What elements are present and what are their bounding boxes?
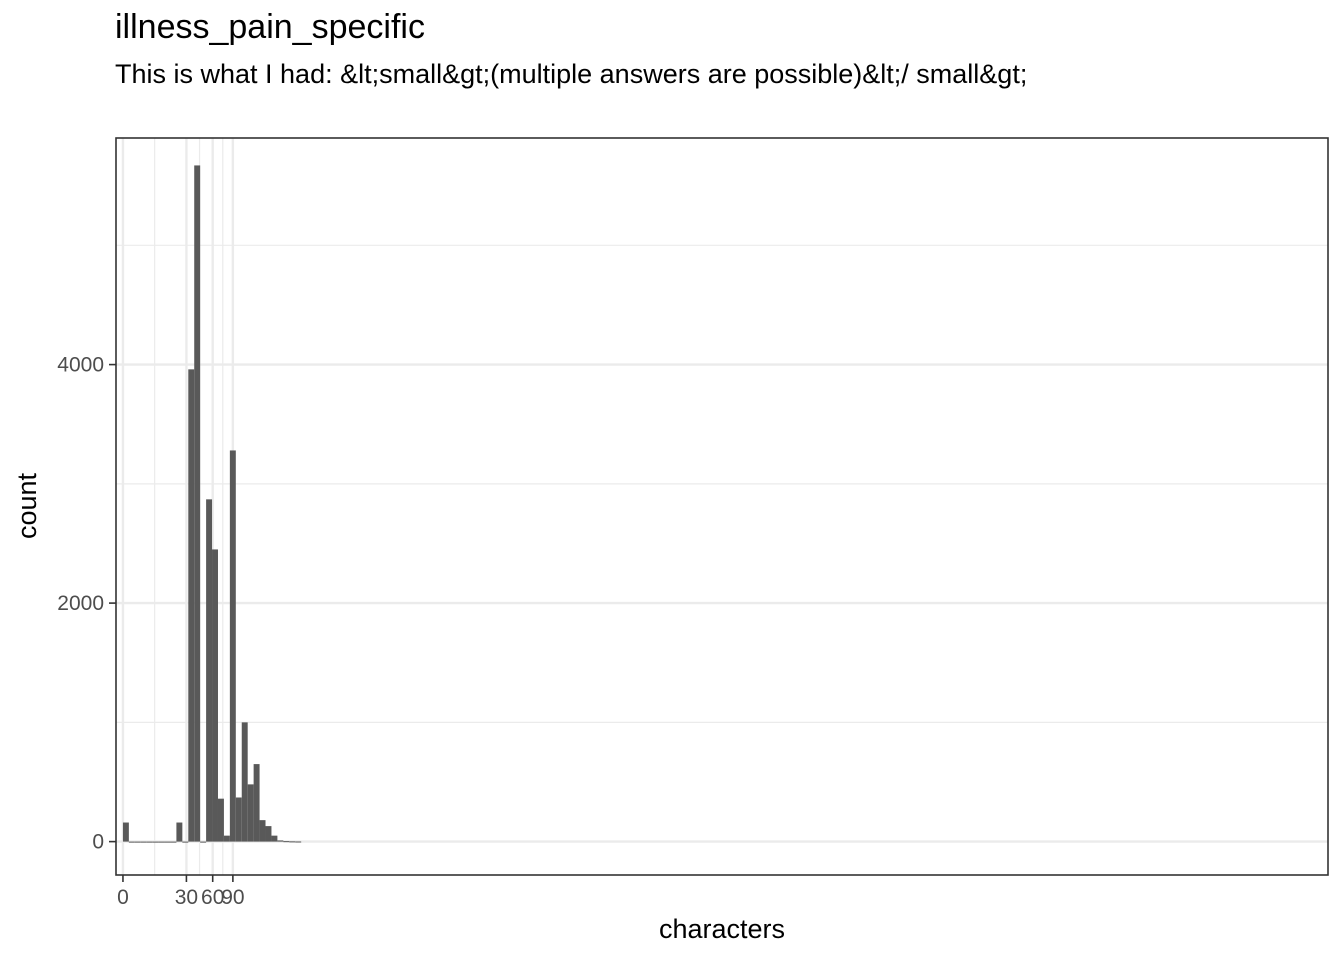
histogram-bar [283,841,290,843]
histogram-bar [217,798,224,842]
histogram-bar [241,722,248,842]
x-tick-label: 90 [221,886,244,909]
histogram-bar [158,841,165,843]
histogram-bar [140,841,147,843]
chart-subtitle: This is what I had: &lt;small&gt;(multip… [115,59,1028,89]
histogram-bar [259,820,266,842]
histogram-bar [289,841,296,843]
histogram-bar [128,841,135,843]
histogram-bar [253,764,260,842]
histogram-bar [122,822,129,842]
y-tick-label: 4000 [57,354,104,377]
histogram-bar [295,841,302,843]
histogram-bar [206,499,213,842]
y-tick-label: 0 [92,831,104,854]
x-tick-label: 60 [201,886,224,909]
y-axis-ticks: 0 2000 4000 [57,354,116,854]
x-tick-label: 30 [175,886,198,909]
x-axis-title: characters [659,914,785,944]
histogram-bar [271,835,278,842]
histogram-bar [134,841,141,843]
histogram-bar [182,841,189,843]
histogram-bar [164,841,171,843]
chart-title: illness_pain_specific [115,8,425,46]
histogram-bar [265,826,272,842]
histogram-bar [176,822,183,842]
plot-panel-background [116,138,1328,875]
x-tick-label: 0 [117,886,129,909]
histogram-bar [229,450,236,842]
major-gridlines [116,138,1328,875]
histogram-bar [247,784,254,842]
y-tick-label: 2000 [57,592,104,615]
histogram-bar [200,841,207,843]
histogram-bars [122,165,302,843]
histogram-bar [212,549,218,842]
histogram-bar [277,840,284,842]
histogram-bar [235,797,242,842]
histogram-bar [146,841,153,843]
histogram-bar [188,369,195,842]
y-axis-title: count [12,472,42,539]
histogram-bar [152,841,159,843]
histogram-bar [170,841,177,843]
histogram-bar [194,165,201,842]
histogram-bar [223,835,230,842]
plot-panel-border [115,137,1329,876]
